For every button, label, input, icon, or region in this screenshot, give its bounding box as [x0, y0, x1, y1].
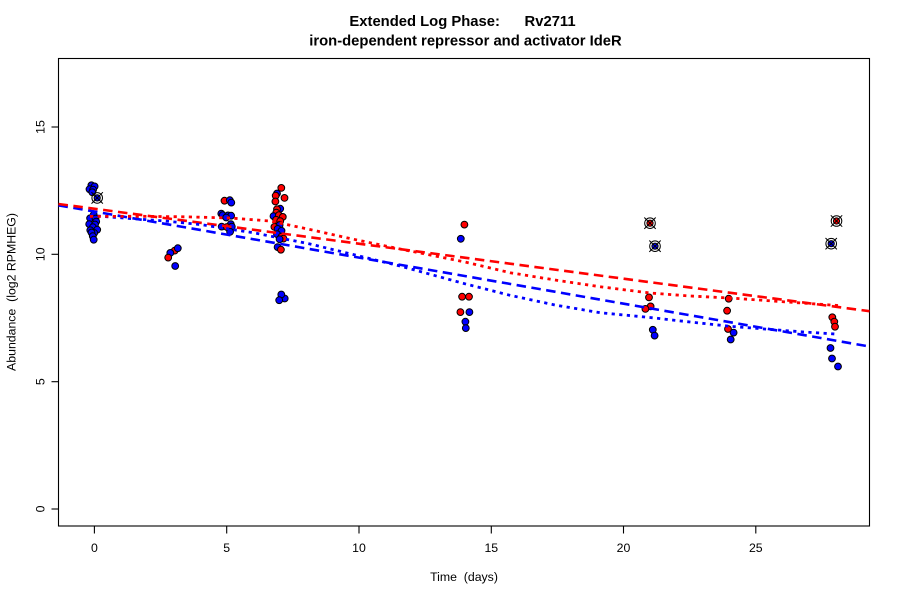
svg-text:iron-dependent repressor and a: iron-dependent repressor and activator I…	[309, 33, 622, 49]
svg-text:20: 20	[617, 541, 631, 555]
svg-text:5: 5	[34, 378, 48, 385]
svg-text:15: 15	[484, 541, 498, 555]
svg-text:0: 0	[91, 541, 98, 555]
svg-text:Time (days): Time (days)	[430, 570, 498, 584]
svg-text:Abundance (log2 RPMHEG): Abundance (log2 RPMHEG)	[5, 213, 19, 371]
svg-text:Extended Log Phase: Rv271: Extended Log Phase: Rv2711	[349, 14, 575, 30]
svg-text:5: 5	[223, 541, 230, 555]
svg-text:0: 0	[34, 505, 48, 512]
svg-text:25: 25	[749, 541, 763, 555]
svg-text:10: 10	[34, 247, 48, 261]
svg-text:10: 10	[352, 541, 366, 555]
svg-text:15: 15	[34, 120, 48, 134]
